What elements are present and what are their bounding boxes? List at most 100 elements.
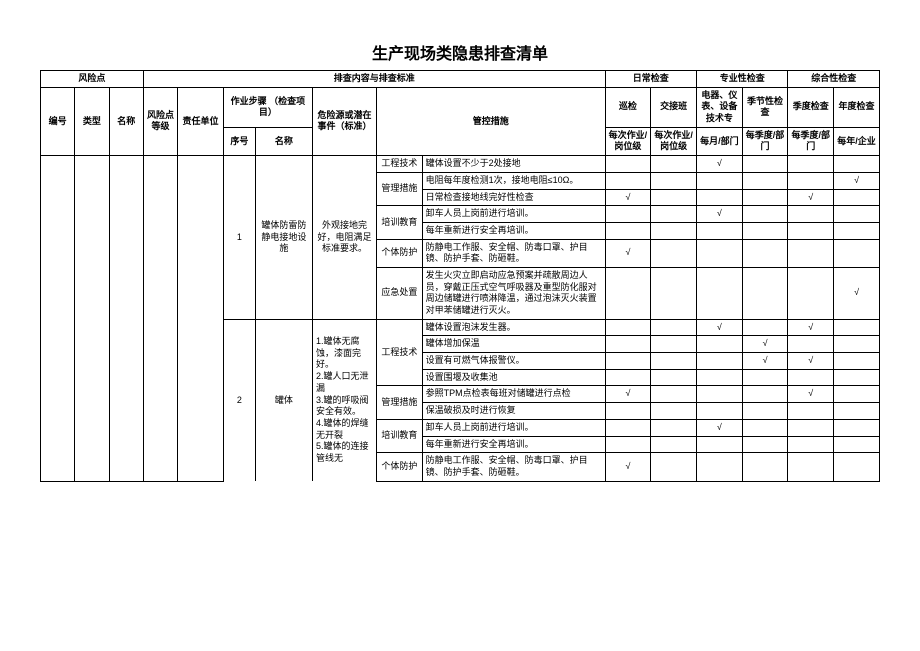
check-cell [742,239,788,267]
check-cell [834,206,880,223]
control-measure: 参照TPM点检表每班对储罐进行点检 [422,386,605,403]
left-fixed-cell [178,156,224,481]
check-cell [605,336,651,353]
check-cell [697,369,743,386]
hdr-step: 作业步骤 （检查项目） [223,87,312,127]
check-cell: √ [834,267,880,319]
control-category: 个体防护 [376,239,422,267]
control-measure: 每年重新进行安全再培训。 [422,436,605,453]
control-category: 个体防护 [376,453,422,481]
control-category: 工程技术 [376,156,422,173]
check-cell [651,319,697,336]
check-cell [742,419,788,436]
check-cell: √ [742,336,788,353]
check-cell [697,267,743,319]
check-cell [605,267,651,319]
hdr-annual: 年度检查 [834,87,880,127]
check-cell [742,172,788,189]
check-cell [605,222,651,239]
check-cell [605,206,651,223]
check-cell [742,453,788,481]
check-cell [788,172,834,189]
control-measure: 设置围堰及收集池 [422,369,605,386]
table-body: 1罐体防雷防静电接地设施外观接地完好，电阻满足标准要求。工程技术罐体设置不少于2… [41,156,880,481]
check-cell: √ [834,172,880,189]
control-measure: 防静电工作服、安全帽、防毒口罩、护目镜、防护手套、防砸鞋。 [422,239,605,267]
step-seq: 2 [223,319,255,481]
check-cell [742,436,788,453]
check-cell [834,403,880,420]
control-measure: 罐体增加保温 [422,336,605,353]
hdr-inspect: 排查内容与排查标准 [143,71,605,88]
step-name: 罐体 [255,319,312,481]
check-cell [605,403,651,420]
step-name: 罐体防雷防静电接地设施 [255,156,312,320]
check-cell [834,319,880,336]
check-cell [742,319,788,336]
check-cell: √ [697,156,743,173]
check-cell [651,403,697,420]
check-cell [788,436,834,453]
check-cell [605,319,651,336]
check-cell: √ [742,353,788,370]
hdr-perjob1: 每次作业/岗位级 [605,127,651,155]
check-cell [742,222,788,239]
check-cell [788,156,834,173]
check-cell [697,353,743,370]
check-cell [697,436,743,453]
hdr-quarter: 季度检查 [788,87,834,127]
check-cell [788,222,834,239]
check-cell [834,189,880,206]
check-cell [834,369,880,386]
hdr-no: 编号 [41,87,75,155]
check-cell [834,436,880,453]
check-cell: √ [697,206,743,223]
hdr-seq: 序号 [223,127,255,155]
control-category: 管理措施 [376,172,422,205]
check-cell [788,369,834,386]
hdr-level: 风险点等级 [143,87,177,155]
check-cell [605,172,651,189]
check-cell: √ [605,239,651,267]
check-cell [605,156,651,173]
check-cell [788,453,834,481]
check-cell [834,222,880,239]
control-category: 工程技术 [376,319,422,386]
check-cell [788,336,834,353]
checklist-table: 风险点 排查内容与排查标准 日常检查 专业性检查 综合性检查 编号 类型 名称 … [40,70,880,482]
check-cell [788,239,834,267]
check-cell [651,436,697,453]
hazard-cell: 1.罐体无腐蚀，漆面完好。 2.罐人口无泄漏 3.罐的呼吸阀安全有效。 4.罐体… [312,319,376,481]
left-fixed-cell [109,156,143,481]
check-cell: √ [788,189,834,206]
check-cell [651,453,697,481]
check-cell [834,336,880,353]
check-cell [697,403,743,420]
table-header-row: 风险点 排查内容与排查标准 日常检查 专业性检查 综合性检查 [41,71,880,88]
check-cell [742,267,788,319]
check-cell [697,386,743,403]
hdr-patrol: 巡检 [605,87,651,127]
check-cell: √ [697,319,743,336]
check-cell: √ [788,319,834,336]
hdr-seasonal: 季节性检查 [742,87,788,127]
hdr-shift: 交接班 [651,87,697,127]
check-cell [697,172,743,189]
page-title: 生产现场类隐患排查清单 [40,40,880,64]
check-cell [651,172,697,189]
control-category: 应急处置 [376,267,422,319]
check-cell: √ [605,189,651,206]
check-cell [697,336,743,353]
hdr-riskpoint: 风险点 [41,71,144,88]
check-cell [788,206,834,223]
left-fixed-cell [143,156,177,481]
hdr-comp: 综合性检查 [788,71,880,88]
hdr-perq2: 每季度/部门 [788,127,834,155]
hazard-cell: 外观接地完好，电阻满足标准要求。 [312,156,376,320]
check-cell [697,453,743,481]
hdr-stepname: 名称 [255,127,312,155]
check-cell: √ [605,453,651,481]
check-cell [651,156,697,173]
check-cell [834,156,880,173]
table-row: 1罐体防雷防静电接地设施外观接地完好，电阻满足标准要求。工程技术罐体设置不少于2… [41,156,880,173]
